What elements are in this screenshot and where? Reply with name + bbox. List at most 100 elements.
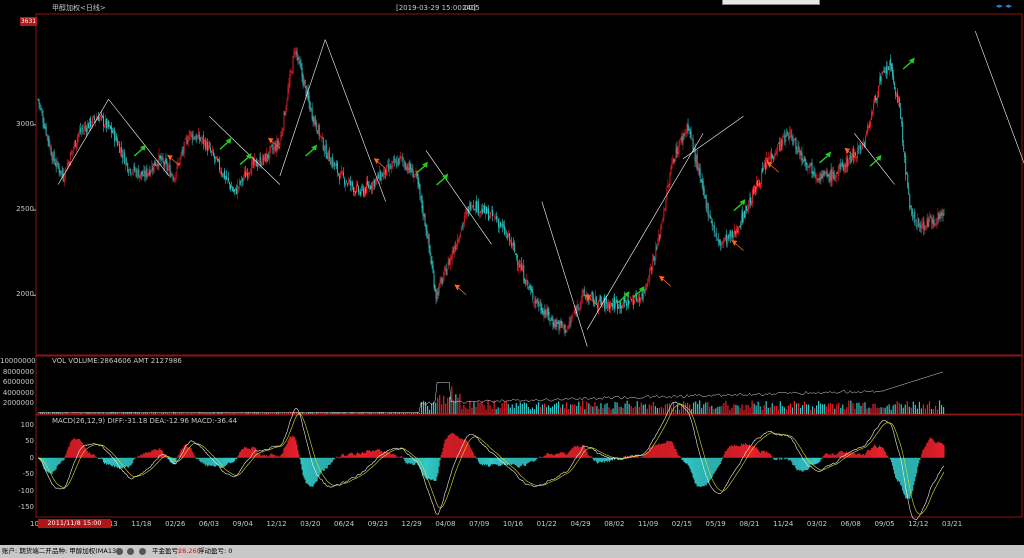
- candle-body: [311, 107, 313, 119]
- candle-body: [619, 302, 620, 309]
- volume-bar: [507, 404, 509, 414]
- volume-bar: [650, 405, 652, 414]
- candle-body: [192, 134, 194, 140]
- candle-body: [53, 151, 55, 162]
- candle-body: [735, 229, 737, 234]
- volume-bar: [499, 408, 501, 414]
- volume-bar: [582, 400, 584, 414]
- candle-body: [472, 205, 474, 207]
- volume-bar: [648, 404, 650, 414]
- candle-body: [318, 125, 320, 137]
- volume-bar: [664, 404, 667, 414]
- buy-arrow-icon: [902, 57, 915, 70]
- volume-bar: [169, 412, 171, 414]
- status-instrument[interactable]: 品种: 甲醇加权(MA13): [52, 547, 119, 555]
- candle-body: [769, 157, 771, 158]
- candle-body: [98, 117, 99, 121]
- lock-icon[interactable]: [139, 548, 146, 555]
- candle-body: [776, 151, 778, 154]
- refresh-icon[interactable]: [116, 548, 123, 555]
- volume-bar: [279, 413, 282, 414]
- candle-body: [50, 147, 52, 156]
- volume-bar: [691, 408, 693, 414]
- volume-bar: [713, 409, 715, 414]
- candle-body: [373, 180, 375, 185]
- volume-bar: [842, 404, 844, 414]
- candle-body: [542, 310, 544, 316]
- candle-body: [787, 133, 789, 135]
- candle-body: [571, 316, 573, 320]
- volume-bar: [350, 412, 352, 414]
- candle-body: [932, 219, 934, 224]
- volume-bar: [551, 406, 554, 414]
- candle-body: [634, 300, 636, 303]
- candle-body: [396, 161, 398, 167]
- volume-bar: [185, 413, 187, 414]
- volume-bar: [148, 413, 151, 414]
- candle-body: [479, 212, 480, 213]
- candle-body: [437, 292, 439, 296]
- volume-bar: [537, 402, 540, 414]
- candle-body: [260, 156, 262, 167]
- candle-body: [287, 89, 289, 100]
- volume-bar: [771, 403, 773, 414]
- candle-body: [647, 283, 649, 286]
- candle-body: [323, 151, 325, 152]
- candle-body: [39, 104, 41, 107]
- macd-axis-label: 50: [25, 437, 34, 446]
- candle-body: [694, 147, 696, 162]
- candle-body: [916, 224, 918, 227]
- candle-body: [427, 235, 429, 238]
- candle-body: [138, 169, 140, 178]
- candle-body: [842, 164, 844, 170]
- chart-canvas[interactable]: [0, 0, 1024, 545]
- volume-bar: [934, 405, 937, 414]
- candle-body: [358, 186, 359, 193]
- volume-bar: [263, 413, 265, 414]
- volume-bar: [175, 412, 177, 414]
- volume-axis-label: 2000000: [2, 399, 34, 408]
- volume-bar: [809, 409, 812, 414]
- candle-body: [130, 169, 132, 174]
- volume-bar: [162, 412, 165, 414]
- volume-bar: [245, 412, 247, 414]
- candle-body: [162, 157, 164, 162]
- toolbar-popup[interactable]: [722, 0, 820, 5]
- candle-body: [941, 211, 943, 216]
- candle-body: [286, 101, 288, 106]
- volume-bar: [803, 401, 806, 414]
- candle-body: [924, 226, 926, 231]
- candle-body: [251, 161, 253, 176]
- candle-body: [442, 277, 444, 282]
- candle-body: [329, 162, 331, 165]
- candle-body: [82, 129, 84, 132]
- candle-body: [293, 51, 295, 56]
- volume-bar: [128, 412, 130, 414]
- candle-body: [830, 168, 832, 182]
- volume-bar: [910, 407, 912, 414]
- candle-body: [41, 111, 43, 114]
- candle-body: [784, 134, 786, 143]
- candle-body: [336, 162, 338, 173]
- nav-arrows-icon[interactable]: ◂▸ ◂▸: [995, 2, 1012, 10]
- volume-bar: [126, 412, 128, 414]
- candle-body: [786, 133, 788, 135]
- candle-body: [298, 58, 300, 60]
- volume-bar: [709, 406, 711, 414]
- candle-body: [197, 132, 199, 139]
- volume-bar: [320, 412, 322, 414]
- candle-body: [372, 182, 374, 191]
- candle-body: [758, 183, 760, 187]
- candle-body: [68, 162, 70, 165]
- candle-body: [620, 301, 621, 309]
- candle-body: [518, 266, 520, 268]
- volume-bar: [731, 407, 733, 414]
- candle-body: [305, 85, 307, 97]
- volume-bar: [783, 407, 785, 414]
- volume-bar: [348, 412, 350, 414]
- candle-body: [911, 207, 913, 215]
- gear-icon[interactable]: [127, 548, 134, 555]
- candle-body: [398, 158, 400, 165]
- candle-body: [464, 213, 466, 214]
- candle-body: [381, 173, 383, 182]
